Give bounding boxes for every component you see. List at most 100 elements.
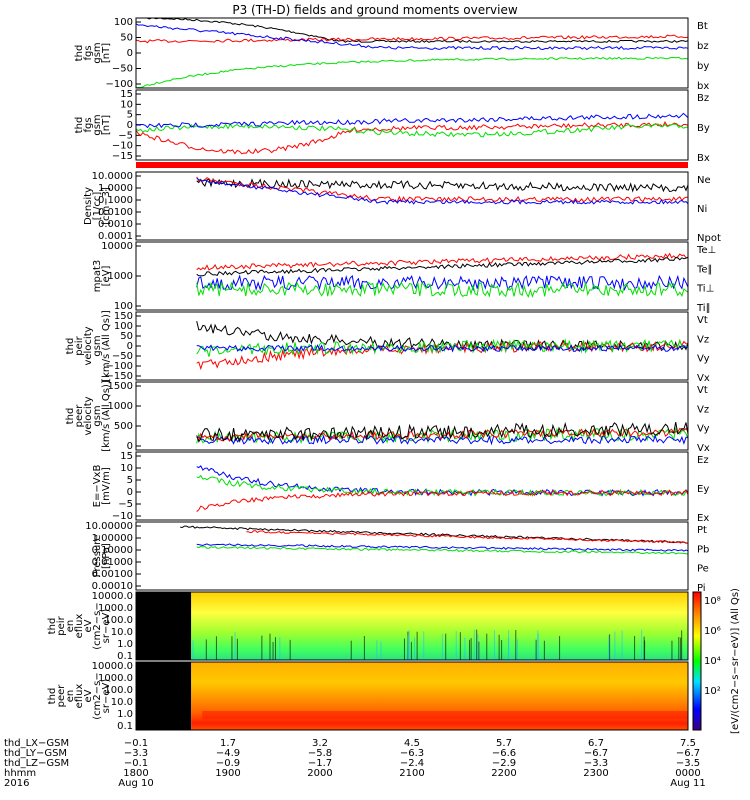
colorbar-tick: 10⁴: [704, 656, 721, 667]
panel-ytick-label: 1000.0: [98, 603, 133, 614]
panel-frame: [135, 521, 689, 591]
panel-ylabel-line: (cm2−s−: [92, 672, 103, 719]
series-line-green: [196, 338, 689, 357]
legend-entry: Te∥: [696, 264, 713, 275]
colorbar-label: [eV/(cm2−s−sr−eV)] (All Qs): [730, 588, 741, 734]
legend-entry: Pb: [697, 544, 709, 555]
xaxis-value: 2100: [399, 768, 424, 779]
series-line-black: [196, 256, 689, 277]
panel-frame: [135, 451, 689, 521]
xaxis-value: −4.9: [216, 748, 240, 759]
panel-ylabel-line: thd: [47, 618, 58, 635]
series-line-black: [196, 421, 689, 443]
legend-entry: By: [697, 123, 710, 134]
series-line-green: [135, 123, 689, 138]
panel-ytick-label: 10000: [101, 241, 133, 252]
panel-ylabel-line: gsm: [92, 405, 103, 426]
xaxis-row-label: 2016: [4, 778, 29, 789]
panel-frame: [135, 311, 689, 381]
legend-entry: Vt: [697, 315, 708, 326]
legend-entry: Vx: [697, 373, 710, 384]
panel-ylabel-line: [km/s (All Qs)]: [101, 310, 112, 382]
panel-ytick-label: 5: [127, 475, 133, 486]
panel-ytick-label: 0: [127, 487, 133, 498]
panel-ytick-label: 100.0: [104, 685, 133, 696]
legend-entry: Pi: [697, 583, 706, 594]
panel-ytick-label: 1.0000: [98, 183, 133, 194]
panel-ylabel-line: peer: [74, 404, 85, 428]
spectrogram-fill: [191, 662, 688, 730]
panel-ylabel-line: peir: [74, 335, 85, 355]
xaxis-value: −3.3: [584, 758, 608, 769]
legend-entry: Ex: [697, 513, 709, 524]
panel-ytick-label: 1000: [108, 401, 133, 412]
colorbar-scale: [692, 591, 702, 731]
panel-ylabel-line: thd: [47, 688, 58, 705]
xaxis-value: 4.5: [404, 738, 420, 749]
panel-frame: [135, 591, 689, 661]
series-line-green: [196, 545, 689, 555]
panel-ylabel-line: E=−VxB: [92, 465, 103, 508]
panel-ylabel-line: [eV]: [101, 266, 112, 287]
series-line-black: [180, 525, 688, 544]
panel-ylabel-line: [cm−3]: [101, 187, 112, 225]
panel-ylabel-line: thd: [74, 45, 85, 62]
panel-ytick-label: 500: [114, 421, 133, 432]
xaxis-value: −3.5: [676, 758, 700, 769]
legend-entry: Bx: [697, 153, 710, 164]
legend-entry: Ez: [697, 455, 709, 466]
legend-entry: Pt: [697, 525, 707, 536]
legend-entry: Vt: [697, 385, 708, 396]
panel-ytick-label: 100: [114, 301, 133, 312]
series-line-red: [246, 530, 689, 544]
quality-flag-bar: [136, 162, 688, 168]
xaxis-value: 2000: [307, 768, 332, 779]
panel-ylabel-line: [mV/m]: [101, 467, 112, 505]
panel-ytick-label: 1500: [108, 381, 133, 392]
panel-ytick-label: 10000.0: [92, 591, 133, 602]
series-line-blue: [135, 23, 689, 51]
panel-ytick-label: 10: [120, 463, 133, 474]
legend-entry: Vz: [697, 334, 709, 345]
colorbar-tick: 10⁸: [704, 596, 721, 607]
series-line-green: [135, 56, 689, 89]
panel-ytick-label: 1.00000: [92, 533, 133, 544]
panel-p4: mpat3[eV] 10000 1000 100 Te⊥ Te∥ Ti⊥ Ti∥: [92, 241, 716, 314]
panel-ylabel-line: fgs: [83, 117, 94, 132]
series-line-black: [146, 17, 689, 43]
xaxis-row-label: thd_LX−GSM: [4, 738, 69, 749]
series-line-blue: [196, 344, 689, 353]
panel-ylabel-line: [km/s (All Qs)]: [101, 380, 112, 452]
panel-frame: [135, 381, 689, 451]
legend-entry: Npot: [697, 233, 721, 244]
spectrogram-band: [202, 710, 689, 720]
panel-ytick-label: 10: [120, 99, 133, 110]
xaxis-value: −1.7: [308, 758, 332, 769]
panel-ytick-label: −5: [118, 130, 133, 141]
panel-ylabel-line: thd: [74, 117, 85, 134]
panel-ylabel-line: eV: [83, 619, 94, 632]
xaxis-value: −3.3: [124, 748, 148, 759]
legend-entry: Bz: [697, 93, 709, 104]
series-line-green: [196, 426, 689, 444]
panel-ytick-label: 150: [114, 311, 133, 322]
panel-ytick-label: 10000.0: [92, 661, 133, 672]
panel-ytick-label: 15: [120, 451, 133, 462]
series-line-blue: [196, 177, 689, 205]
series-line-blue: [196, 543, 689, 552]
spectrogram-nodata: [136, 662, 192, 730]
panel-ytick-label: 50: [120, 331, 133, 342]
series-line-red: [135, 34, 689, 44]
xaxis-value: 1900: [215, 768, 240, 779]
panel-ytick-label: 10.0: [111, 697, 133, 708]
xaxis-value: −2.9: [492, 758, 516, 769]
panel-p8: Pressure[nPa] 10.000001.000000.100000.010…: [85, 521, 709, 594]
panel-ylabel-line: velocity: [83, 396, 94, 435]
series-line-red: [135, 121, 689, 155]
series-line-black: [196, 177, 689, 193]
panel-ytick-label: 15: [120, 89, 133, 100]
legend-entry: Ti⊥: [696, 284, 714, 295]
